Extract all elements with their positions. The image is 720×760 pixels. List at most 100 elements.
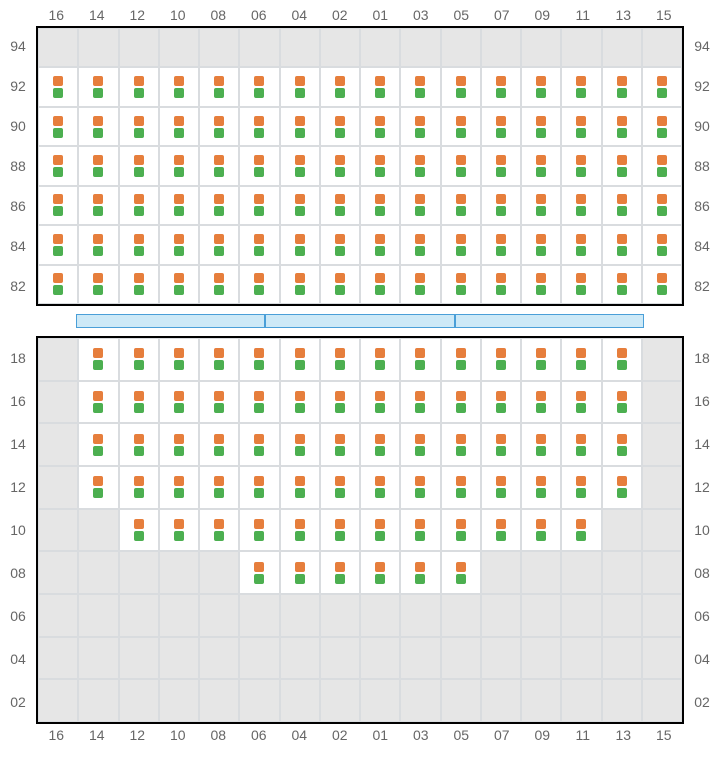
seat-cell[interactable] xyxy=(280,225,320,264)
seat-cell[interactable] xyxy=(320,186,360,225)
seat-cell[interactable] xyxy=(360,466,400,509)
seat-cell[interactable] xyxy=(481,265,521,304)
seat-cell[interactable] xyxy=(642,107,682,146)
seat-cell[interactable] xyxy=(320,509,360,552)
seat-cell[interactable] xyxy=(561,509,601,552)
seat-cell[interactable] xyxy=(441,509,481,552)
seat-cell[interactable] xyxy=(199,338,239,381)
seat-cell[interactable] xyxy=(441,186,481,225)
seat-cell[interactable] xyxy=(280,67,320,106)
seat-cell[interactable] xyxy=(441,551,481,594)
seat-cell[interactable] xyxy=(320,551,360,594)
seat-cell[interactable] xyxy=(159,423,199,466)
seat-cell[interactable] xyxy=(441,67,481,106)
seat-cell[interactable] xyxy=(400,338,440,381)
seat-cell[interactable] xyxy=(280,509,320,552)
seat-cell[interactable] xyxy=(360,146,400,185)
seat-cell[interactable] xyxy=(521,466,561,509)
seat-cell[interactable] xyxy=(199,423,239,466)
seat-cell[interactable] xyxy=(239,509,279,552)
seat-cell[interactable] xyxy=(360,509,400,552)
seat-cell[interactable] xyxy=(602,338,642,381)
seat-cell[interactable] xyxy=(320,381,360,424)
seat-cell[interactable] xyxy=(280,186,320,225)
seat-cell[interactable] xyxy=(481,509,521,552)
seat-cell[interactable] xyxy=(400,423,440,466)
seat-cell[interactable] xyxy=(360,381,400,424)
seat-cell[interactable] xyxy=(320,423,360,466)
seat-cell[interactable] xyxy=(78,107,118,146)
seat-cell[interactable] xyxy=(280,146,320,185)
seat-cell[interactable] xyxy=(38,67,78,106)
seat-cell[interactable] xyxy=(602,186,642,225)
seat-cell[interactable] xyxy=(159,107,199,146)
seat-cell[interactable] xyxy=(642,225,682,264)
seat-cell[interactable] xyxy=(400,67,440,106)
seat-cell[interactable] xyxy=(561,466,601,509)
seat-cell[interactable] xyxy=(119,225,159,264)
seat-cell[interactable] xyxy=(400,146,440,185)
seat-cell[interactable] xyxy=(441,225,481,264)
seat-cell[interactable] xyxy=(159,146,199,185)
seat-cell[interactable] xyxy=(239,146,279,185)
seat-cell[interactable] xyxy=(400,265,440,304)
seat-cell[interactable] xyxy=(199,466,239,509)
seat-cell[interactable] xyxy=(239,338,279,381)
seat-cell[interactable] xyxy=(280,381,320,424)
seat-cell[interactable] xyxy=(561,67,601,106)
seat-cell[interactable] xyxy=(602,225,642,264)
seat-cell[interactable] xyxy=(78,423,118,466)
seat-cell[interactable] xyxy=(521,67,561,106)
seat-cell[interactable] xyxy=(199,107,239,146)
seat-cell[interactable] xyxy=(38,146,78,185)
seat-cell[interactable] xyxy=(159,466,199,509)
seat-cell[interactable] xyxy=(642,146,682,185)
seat-cell[interactable] xyxy=(119,265,159,304)
seat-cell[interactable] xyxy=(521,186,561,225)
seat-cell[interactable] xyxy=(521,265,561,304)
seat-cell[interactable] xyxy=(320,466,360,509)
seat-cell[interactable] xyxy=(441,265,481,304)
seat-cell[interactable] xyxy=(119,338,159,381)
seat-cell[interactable] xyxy=(78,186,118,225)
seat-cell[interactable] xyxy=(441,107,481,146)
seat-cell[interactable] xyxy=(561,381,601,424)
seat-cell[interactable] xyxy=(239,466,279,509)
seat-cell[interactable] xyxy=(561,423,601,466)
seat-cell[interactable] xyxy=(159,225,199,264)
seat-cell[interactable] xyxy=(320,225,360,264)
seat-cell[interactable] xyxy=(400,551,440,594)
seat-cell[interactable] xyxy=(400,107,440,146)
seat-cell[interactable] xyxy=(239,107,279,146)
seat-cell[interactable] xyxy=(441,146,481,185)
seat-cell[interactable] xyxy=(119,67,159,106)
seat-cell[interactable] xyxy=(320,338,360,381)
seat-cell[interactable] xyxy=(602,466,642,509)
seat-cell[interactable] xyxy=(320,146,360,185)
seat-cell[interactable] xyxy=(400,225,440,264)
seat-cell[interactable] xyxy=(78,225,118,264)
seat-cell[interactable] xyxy=(159,67,199,106)
seat-cell[interactable] xyxy=(602,107,642,146)
seat-cell[interactable] xyxy=(481,466,521,509)
seat-cell[interactable] xyxy=(360,225,400,264)
seat-cell[interactable] xyxy=(38,265,78,304)
seat-cell[interactable] xyxy=(119,509,159,552)
seat-cell[interactable] xyxy=(360,186,400,225)
seat-cell[interactable] xyxy=(159,381,199,424)
seat-cell[interactable] xyxy=(400,466,440,509)
seat-cell[interactable] xyxy=(441,338,481,381)
seat-cell[interactable] xyxy=(159,186,199,225)
seat-cell[interactable] xyxy=(441,381,481,424)
seat-cell[interactable] xyxy=(400,509,440,552)
seat-cell[interactable] xyxy=(199,381,239,424)
seat-cell[interactable] xyxy=(642,186,682,225)
seat-cell[interactable] xyxy=(481,186,521,225)
seat-cell[interactable] xyxy=(78,466,118,509)
seat-cell[interactable] xyxy=(239,225,279,264)
seat-cell[interactable] xyxy=(602,381,642,424)
seat-cell[interactable] xyxy=(521,509,561,552)
seat-cell[interactable] xyxy=(602,265,642,304)
seat-cell[interactable] xyxy=(320,107,360,146)
seat-cell[interactable] xyxy=(561,146,601,185)
